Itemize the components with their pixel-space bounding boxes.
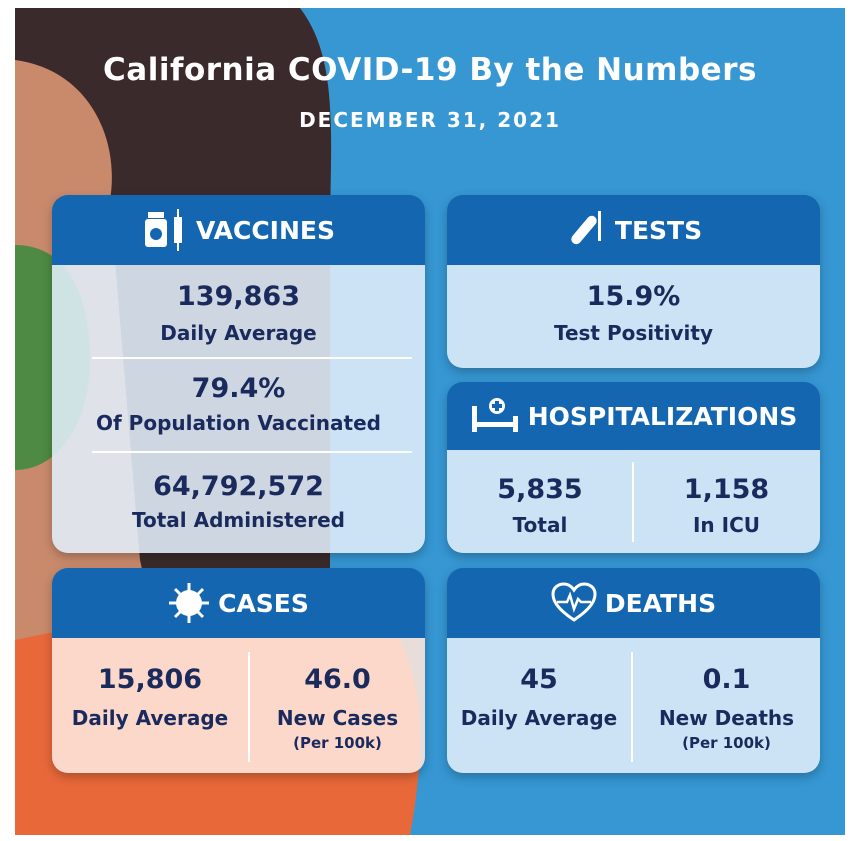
title: California COVID-19 By the Numbers	[103, 52, 757, 88]
label: Total	[512, 513, 568, 537]
panel-title: CASES	[218, 588, 309, 618]
divider	[631, 652, 633, 762]
panel-body	[447, 638, 820, 773]
note: (Per 100k)	[293, 734, 382, 752]
divider	[248, 652, 250, 762]
subtitle: DECEMBER 31, 2021	[299, 108, 561, 132]
vaccine-icon	[144, 209, 182, 251]
label: New Deaths	[658, 706, 795, 730]
note: (Per 100k)	[682, 734, 771, 752]
value: 64,792,572	[153, 471, 324, 502]
cases-panel: CASES 15,806 Daily Average 46.0 New Case…	[52, 568, 425, 773]
panel-title: DEATHS	[604, 588, 717, 618]
divider	[632, 462, 634, 542]
panel-header: DEATHS	[447, 568, 820, 638]
label: Of Population Vaccinated	[96, 411, 381, 435]
value: 139,863	[177, 281, 300, 312]
value: 1,158	[683, 474, 770, 505]
value: 15,806	[97, 664, 203, 695]
value: 79.4%	[191, 373, 286, 404]
label: Total Administered	[132, 508, 345, 532]
label: Daily Average	[460, 706, 618, 730]
label: Test Positivity	[553, 321, 714, 345]
panel-title: TESTS	[614, 215, 703, 245]
heart-icon	[551, 582, 597, 622]
panel-title: HOSPITALIZATIONS	[527, 401, 798, 431]
panel-header: TESTS	[447, 195, 820, 265]
value: 45	[520, 664, 558, 695]
hospitalizations-panel: HOSPITALIZATIONS 5,835 Total 1,158 In IC…	[447, 382, 820, 553]
value: 15.9%	[586, 281, 681, 312]
divider	[92, 357, 412, 359]
value: 46.0	[304, 664, 371, 695]
panel-header: CASES	[52, 568, 425, 638]
label: Daily Average	[160, 321, 317, 345]
test-icon	[571, 211, 601, 245]
panel-body	[52, 265, 425, 553]
label: New Cases	[276, 706, 399, 730]
deaths-panel: DEATHS 45 Daily Average 0.1 New Deaths (…	[447, 568, 820, 773]
panel-header: VACCINES	[52, 195, 425, 265]
panel-body	[447, 265, 820, 368]
value: 0.1	[702, 664, 751, 695]
label: Daily Average	[71, 706, 229, 730]
value: 5,835	[497, 474, 583, 505]
panel-title: VACCINES	[195, 215, 335, 245]
virus-icon	[169, 583, 210, 623]
panel-header: HOSPITALIZATIONS	[447, 382, 820, 450]
vaccines-panel: VACCINES 139,863 Daily Average 79.4% Of …	[52, 195, 425, 553]
label: In ICU	[692, 513, 760, 537]
tests-panel: TESTS 15.9% Test Positivity	[447, 195, 820, 368]
bed-icon	[471, 398, 518, 432]
divider	[92, 451, 412, 453]
panel-body	[52, 638, 425, 773]
